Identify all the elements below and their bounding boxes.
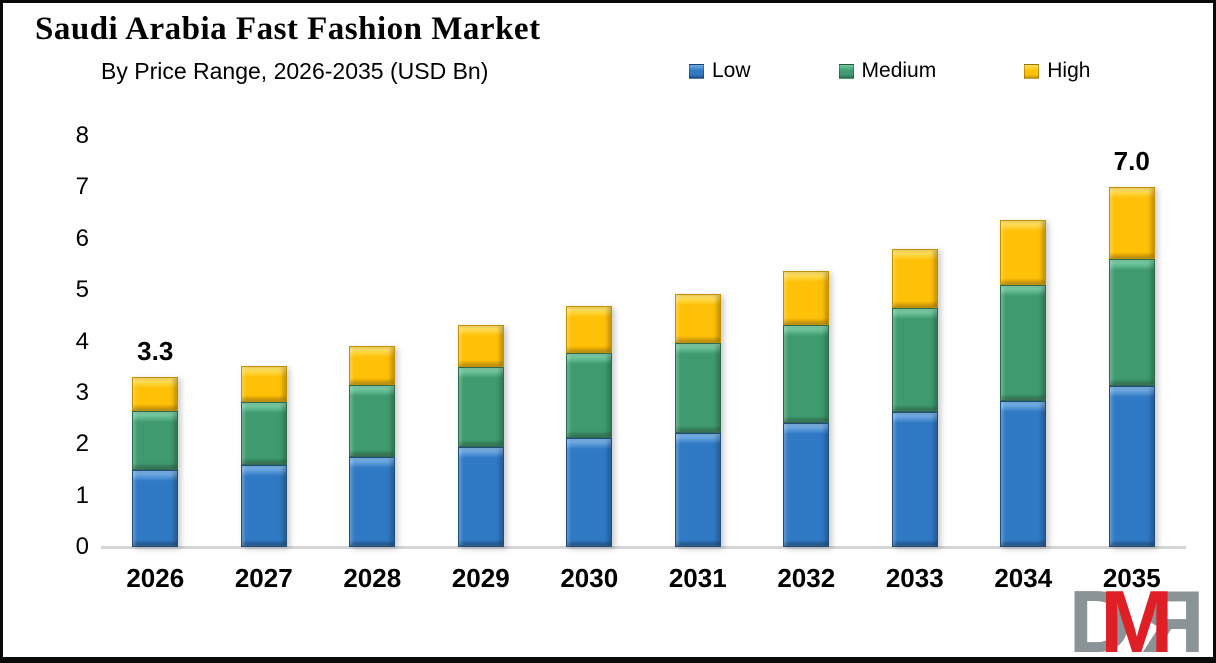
x-tick-label-2029: 2029 [451,563,510,593]
bar-2035-high-segment [1108,187,1155,260]
y-tick-label-5: 5 [75,276,89,304]
data-label-2035: 7.0 [1113,146,1150,177]
legend-label: Low [712,59,751,82]
legend-marker-low-icon [689,63,704,79]
x-tick-label-2027: 2027 [234,563,293,593]
plot-area: 2026 3.3 2027 2028 2029 2030 2031 2032 2033 2034 2… [101,136,1186,593]
bar-2027 [240,366,287,547]
bar-2029-high-segment [457,324,504,368]
bar-2033-low-segment [891,412,938,547]
data-label-2026: 3.3 [137,336,174,367]
chart-title: Saudi Arabia Fast Fashion Market [35,11,541,47]
y-tick-label-2: 2 [75,430,89,458]
chart-subtitle: By Price Range, 2026-2035 (USD Bn) [101,58,489,84]
bar-2034-high-segment [1000,220,1047,285]
bar-2033-high-segment [891,248,938,309]
x-tick-label-2034: 2034 [994,563,1053,593]
x-tick-label-2026: 2026 [126,563,185,593]
y-tick-label-8: 8 [75,122,89,149]
bar-2035 [1108,187,1155,547]
x-tick-label-2031: 2031 [668,563,727,593]
legend-label: High [1047,59,1091,82]
x-tick-label-2033: 2033 [885,563,944,593]
bar-2027-low-segment [240,464,287,547]
legend-marker-medium-icon [838,63,854,79]
y-tick-label-0: 0 [75,533,89,560]
logo-letter-d: D [1068,572,1133,663]
bar-2029 [457,324,504,547]
y-tick-label-6: 6 [75,224,89,252]
bar-2026-high-segment [132,377,179,411]
legend-item-medium: Medium [838,59,937,83]
bar-2032 [783,270,830,547]
y-tick-label-1: 1 [75,481,89,509]
bar-2031-low-segment [674,432,721,547]
bar-2030-low-segment [566,438,613,547]
bar-2026-medium-segment [132,410,179,470]
bar-2026 [132,377,179,547]
bar-2035-medium-segment [1108,259,1155,386]
bar-2034-medium-segment [1000,285,1047,401]
bar-2032-medium-segment [783,325,830,423]
bar-2031-medium-segment [674,343,721,433]
x-tick-label-2035: 2035 [1102,563,1161,593]
legend-item-high: High [1024,59,1090,83]
bar-2034 [1000,220,1047,547]
bar-2034-low-segment [1000,400,1047,547]
y-tick-label-7: 7 [75,173,89,201]
bar-2031-high-segment [674,294,721,344]
bar-2033-medium-segment [891,308,938,413]
bar-2031 [674,294,721,547]
dmr-logo: D M R [1068,572,1205,663]
x-tick-label-2030: 2030 [560,563,619,593]
x-axis-line [101,546,1186,549]
logo-letter-m: M [1100,572,1173,663]
bar-2026-low-segment [132,469,179,547]
bar-2032-high-segment [783,270,830,326]
legend-marker-high-icon [1024,63,1040,79]
bar-2030 [566,306,613,547]
bar-2035-low-segment [1108,385,1155,547]
bar-2029-low-segment [457,446,504,547]
bar-2030-high-segment [566,306,613,354]
y-tick-label-4: 4 [75,327,89,355]
bar-2029-medium-segment [457,367,504,447]
y-axis: 0 1 2 3 4 5 6 7 8 [43,124,89,559]
bar-2028-medium-segment [349,385,396,458]
x-tick-label-2028: 2028 [343,563,402,593]
legend-item-low: Low [689,59,751,83]
bar-2033 [891,248,938,547]
x-tick-label-2032: 2032 [777,563,836,593]
bar-2030-medium-segment [566,353,613,439]
y-tick-label-3: 3 [75,378,89,406]
bar-2028 [349,345,396,547]
bar-2032-low-segment [783,422,830,547]
legend: Low Medium High [689,59,1090,83]
bar-2028-low-segment [349,457,396,547]
bar-2027-medium-segment [240,402,287,465]
bar-2027-high-segment [240,366,287,403]
bar-2028-high-segment [349,345,396,386]
legend-label: Medium [861,59,937,82]
